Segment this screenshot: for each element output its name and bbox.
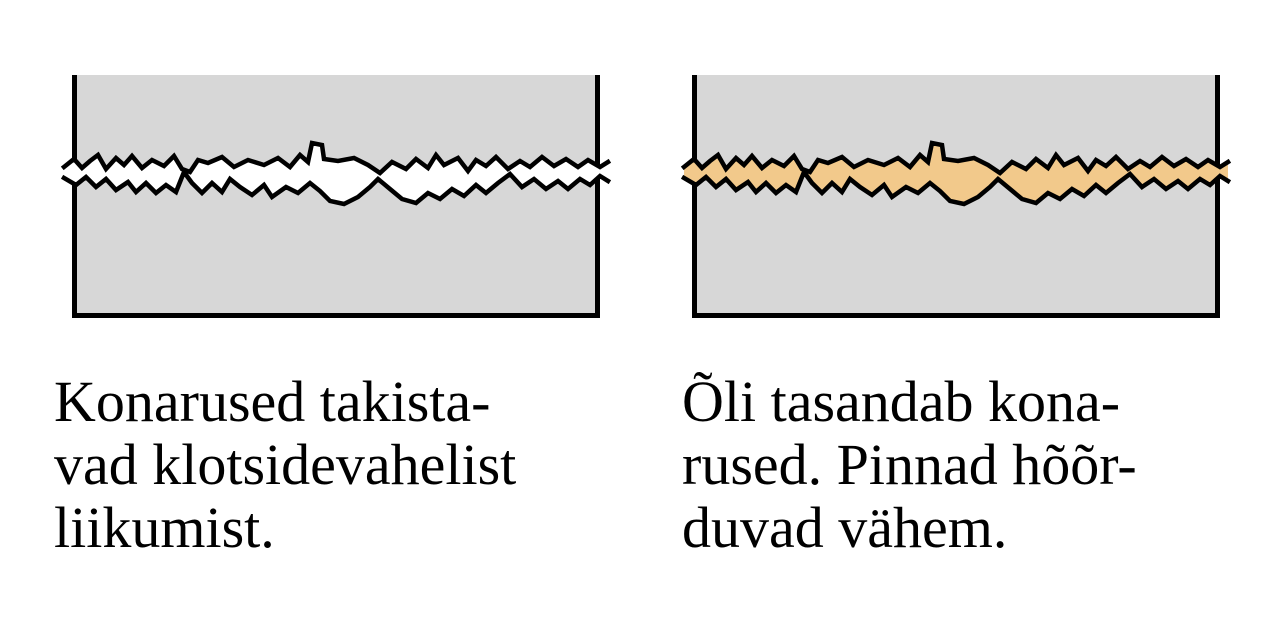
caption-dry-friction: Konarused takista- vad klotsidevahelist … (54, 370, 516, 559)
caption-line: rused. Pinnad hõõr- (682, 432, 1137, 497)
caption-line: liikumist. (54, 495, 275, 560)
panel-dry-friction (72, 75, 600, 318)
caption-line: vad klotsidevahelist (54, 432, 517, 497)
caption-oiled-friction: Õli tasandab kona- rused. Pinnad hõõr- d… (682, 370, 1137, 559)
caption-line: Konarused takista- (54, 369, 491, 434)
panel-oiled-friction (692, 75, 1220, 318)
caption-line: Õli tasandab kona- (682, 369, 1121, 434)
caption-line: duvad vähem. (682, 495, 1008, 560)
